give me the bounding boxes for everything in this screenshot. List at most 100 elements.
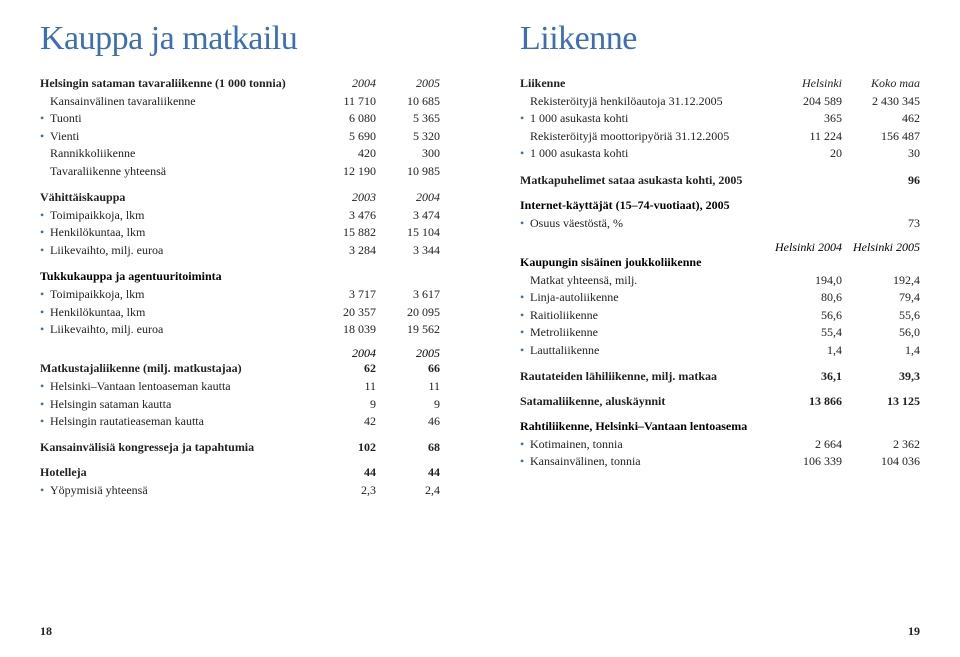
row-val-1: 3 717 [312, 286, 376, 303]
row-label: Yöpymisiä yhteensä [50, 482, 312, 499]
r-sec4-head: Kaupungin sisäinen joukkoliikenne [520, 255, 920, 270]
sec4-head: Matkustajaliikenne (milj. matkustajaa) 6… [40, 361, 440, 376]
row-label: Tuonti [50, 110, 312, 127]
sec1-head: Helsingin sataman tavaraliikenne (1 000 … [40, 76, 440, 91]
table-row: •Henkilökuntaa, lkm20 35720 095 [40, 304, 440, 321]
bullet-icon: • [40, 378, 50, 395]
row-val-1: 365 [764, 110, 842, 127]
bullet-icon: • [520, 110, 530, 127]
sec2-head: Vähittäiskauppa 2003 2004 [40, 190, 440, 205]
row-val-2: 19 562 [376, 321, 440, 338]
row-label: Liikevaihto, milj. euroa [50, 321, 312, 338]
row-label: Toimipaikkoja, lkm [50, 207, 312, 224]
row-val-1: 20 357 [312, 304, 376, 321]
row-label: Vienti [50, 128, 312, 145]
row-val-2: 2 430 345 [842, 93, 920, 110]
table-row: •Toimipaikkoja, lkm3 7173 617 [40, 286, 440, 303]
row-val-2: 104 036 [842, 453, 920, 470]
r-sec1-rows: Rekisteröityjä henkilöautoja 31.12.20052… [520, 93, 920, 163]
r-sec1-head: Liikenne Helsinki Koko maa [520, 76, 920, 91]
sec5-head: Kansainvälisiä kongresseja ja tapahtumia… [40, 440, 440, 455]
row-val-2: 10 685 [376, 93, 440, 110]
row-val-2: 10 985 [376, 163, 440, 180]
sec3-head: Tukkukauppa ja agentuuritoiminta [40, 269, 440, 284]
r-sec6-head: Satamaliikenne, aluskäynnit 13 866 13 12… [520, 394, 920, 409]
row-label: Kotimainen, tonnia [530, 436, 764, 453]
row-label: 1 000 asukasta kohti [530, 145, 764, 162]
row-val-1: 56,6 [764, 307, 842, 324]
row-val-2: 1,4 [842, 342, 920, 359]
row-label: Helsinki–Vantaan lentoaseman kautta [50, 378, 312, 395]
table-row: Matkat yhteensä, milj.194,0192,4 [520, 272, 920, 289]
bullet-icon [520, 128, 530, 145]
bullet-icon: • [40, 482, 50, 499]
page-number-left: 18 [40, 624, 52, 639]
row-val-2: 3 474 [376, 207, 440, 224]
sec6-head: Hotelleja 44 44 [40, 465, 440, 480]
row-val-1: 12 190 [312, 163, 376, 180]
bullet-icon [40, 163, 50, 180]
table-row: •Helsingin rautatieaseman kautta4246 [40, 413, 440, 430]
table-row: •Tuonti6 0805 365 [40, 110, 440, 127]
bullet-icon: • [520, 145, 530, 162]
row-val-2: 2 362 [842, 436, 920, 453]
row-val-2: 55,6 [842, 307, 920, 324]
bullet-icon: • [520, 215, 530, 232]
row-label: Kansainvälinen, tonnia [530, 453, 764, 470]
row-val-2: 46 [376, 413, 440, 430]
row-val-1: 9 [312, 396, 376, 413]
bullet-icon: • [40, 128, 50, 145]
r-sec7-rows: •Kotimainen, tonnia2 6642 362•Kansainväl… [520, 436, 920, 471]
table-row: •1 000 asukasta kohti365462 [520, 110, 920, 127]
sec3-rows: •Toimipaikkoja, lkm3 7173 617•Henkilökun… [40, 286, 440, 338]
row-label: Henkilökuntaa, lkm [50, 304, 312, 321]
row-val-2: 30 [842, 145, 920, 162]
row-val-1: 55,4 [764, 324, 842, 341]
row-val-1: 15 882 [312, 224, 376, 241]
table-row: •Liikevaihto, milj. euroa3 2843 344 [40, 242, 440, 259]
table-row: •Helsinki–Vantaan lentoaseman kautta1111 [40, 378, 440, 395]
row-val-2: 11 [376, 378, 440, 395]
bullet-icon: • [40, 224, 50, 241]
sec2-rows: •Toimipaikkoja, lkm3 4763 474•Henkilökun… [40, 207, 440, 259]
bullet-icon [520, 272, 530, 289]
row-val-2: 3 617 [376, 286, 440, 303]
table-row: •Osuus väestöstä, %73 [520, 215, 920, 232]
table-row: •Raitioliikenne56,655,6 [520, 307, 920, 324]
row-val-1: 11 710 [312, 93, 376, 110]
row-val-2: 3 344 [376, 242, 440, 259]
row-label: Helsingin sataman kautta [50, 396, 312, 413]
row-val-1: 3 284 [312, 242, 376, 259]
row-val-1: 204 589 [764, 93, 842, 110]
row-val-1: 80,6 [764, 289, 842, 306]
row-label: 1 000 asukasta kohti [530, 110, 764, 127]
left-column: Kauppa ja matkailu Helsingin sataman tav… [0, 0, 480, 657]
row-val-1: 2,3 [312, 482, 376, 499]
row-val-1: 6 080 [312, 110, 376, 127]
table-row: Rekisteröityjä henkilöautoja 31.12.20052… [520, 93, 920, 110]
row-label: Toimipaikkoja, lkm [50, 286, 312, 303]
bullet-icon: • [40, 396, 50, 413]
row-val-2: 20 095 [376, 304, 440, 321]
row-label: Kansainvälinen tavaraliikenne [50, 93, 312, 110]
row-label: Raitioliikenne [530, 307, 764, 324]
row-val-1: 106 339 [764, 453, 842, 470]
row-val-1: 5 690 [312, 128, 376, 145]
row-val-1: 20 [764, 145, 842, 162]
bullet-icon [520, 93, 530, 110]
row-label: Metroliikenne [530, 324, 764, 341]
row-val-1: 42 [312, 413, 376, 430]
row-label: Linja-autoliikenne [530, 289, 764, 306]
bullet-icon: • [40, 413, 50, 430]
table-row: •Kotimainen, tonnia2 6642 362 [520, 436, 920, 453]
bullet-icon: • [40, 321, 50, 338]
table-row: Rekisteröityjä moottoripyöriä 31.12.2005… [520, 128, 920, 145]
table-row: •Lauttaliikenne1,41,4 [520, 342, 920, 359]
row-val-1: 194,0 [764, 272, 842, 289]
bullet-icon: • [520, 453, 530, 470]
table-row: •Henkilökuntaa, lkm15 88215 104 [40, 224, 440, 241]
bullet-icon: • [520, 342, 530, 359]
row-val-2: 79,4 [842, 289, 920, 306]
table-row: Tavaraliikenne yhteensä12 19010 985 [40, 163, 440, 180]
bullet-icon [40, 145, 50, 162]
